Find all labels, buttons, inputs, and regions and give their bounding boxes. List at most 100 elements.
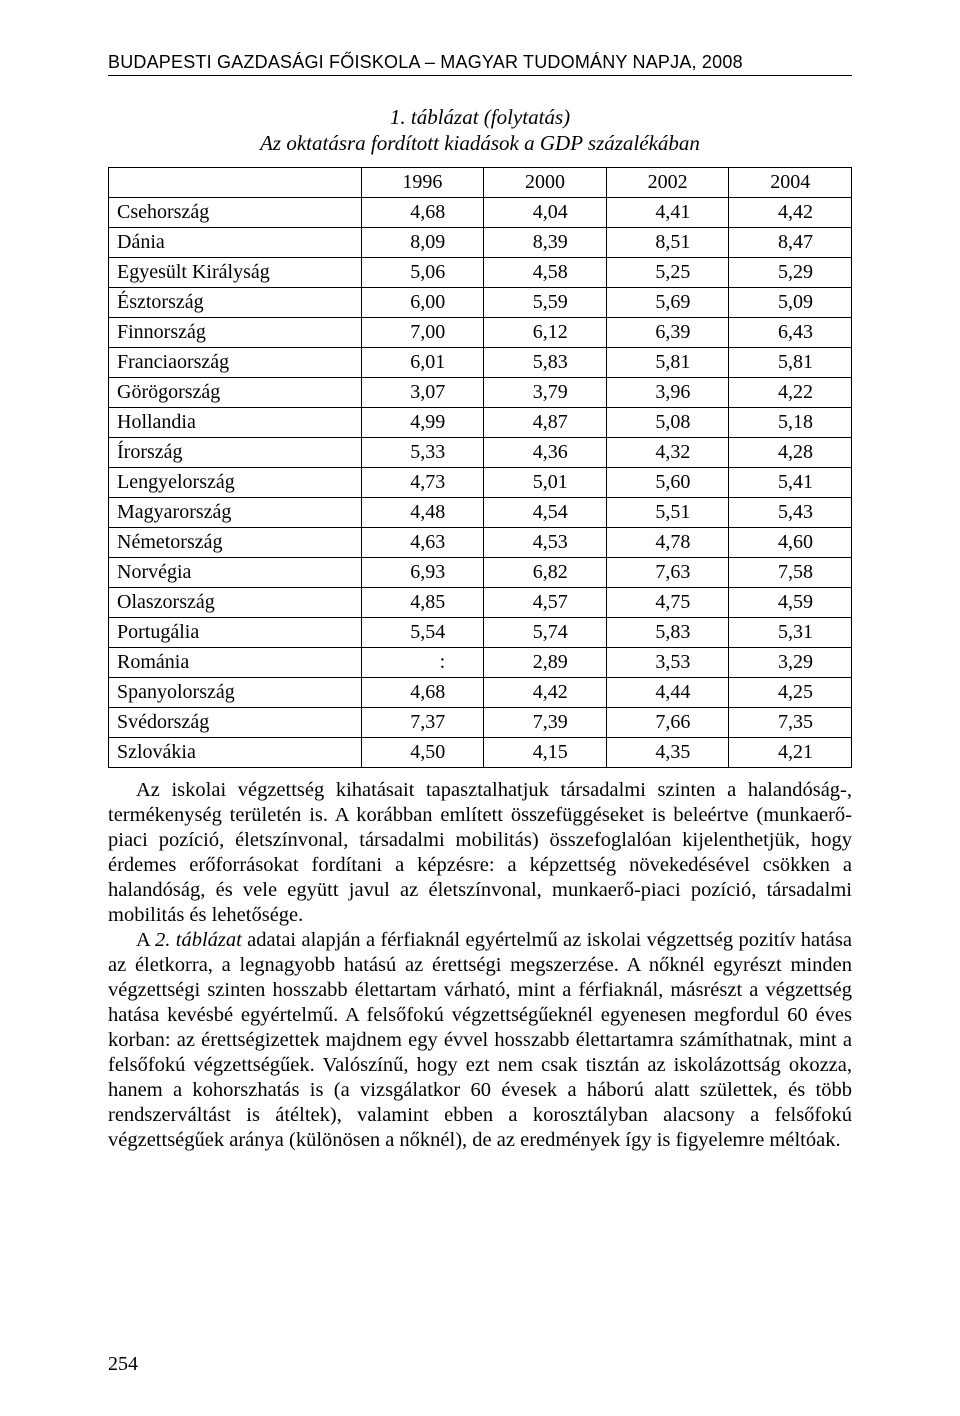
value-cell: 7,00 [361,317,484,347]
value-cell: 5,74 [484,617,607,647]
value-cell: 4,32 [606,437,729,467]
value-cell: 4,57 [484,587,607,617]
value-cell: 4,68 [361,197,484,227]
value-cell: 4,48 [361,497,484,527]
value-cell: 5,81 [606,347,729,377]
value-cell: 5,29 [729,257,852,287]
country-cell: Németország [109,527,362,557]
value-cell: 5,06 [361,257,484,287]
country-cell: Románia [109,647,362,677]
country-cell: Norvégia [109,557,362,587]
table-row: Olaszország4,854,574,754,59 [109,587,852,617]
country-cell: Észtország [109,287,362,317]
value-cell: 8,09 [361,227,484,257]
value-cell: 6,43 [729,317,852,347]
caption-line-2: Az oktatásra fordított kiadások a GDP sz… [260,131,700,155]
value-cell: 6,93 [361,557,484,587]
country-cell: Lengyelország [109,467,362,497]
value-cell: 5,25 [606,257,729,287]
paragraph: A 2. táblázat adatai alapján a férfiakná… [108,928,852,1153]
country-cell: Olaszország [109,587,362,617]
value-cell: 5,83 [484,347,607,377]
country-cell: Szlovákia [109,737,362,767]
country-cell: Portugália [109,617,362,647]
table-caption: 1. táblázat (folytatás) Az oktatásra for… [108,104,852,157]
value-cell: 4,99 [361,407,484,437]
value-cell: 3,07 [361,377,484,407]
value-cell: 6,01 [361,347,484,377]
value-cell: 6,00 [361,287,484,317]
value-cell: 5,54 [361,617,484,647]
value-cell: 4,50 [361,737,484,767]
table-body: Csehország4,684,044,414,42Dánia8,098,398… [109,197,852,767]
table-row: Románia:2,893,533,29 [109,647,852,677]
page-number: 254 [108,1353,138,1376]
table-row: Görögország3,073,793,964,22 [109,377,852,407]
table-row: Szlovákia4,504,154,354,21 [109,737,852,767]
value-cell: 4,73 [361,467,484,497]
col-header-year: 2000 [484,167,607,197]
value-cell: 5,31 [729,617,852,647]
table-row: Magyarország4,484,545,515,43 [109,497,852,527]
value-cell: 5,51 [606,497,729,527]
value-cell: 4,28 [729,437,852,467]
col-header-year: 1996 [361,167,484,197]
value-cell: 4,60 [729,527,852,557]
table-row: Svédország7,377,397,667,35 [109,707,852,737]
table-row: Portugália5,545,745,835,31 [109,617,852,647]
col-header-year: 2002 [606,167,729,197]
page: BUDAPESTI GAZDASÁGI FŐISKOLA – MAGYAR TU… [0,0,960,1416]
value-cell: 7,39 [484,707,607,737]
value-cell: 6,39 [606,317,729,347]
country-cell: Franciaország [109,347,362,377]
table-row: Írország5,334,364,324,28 [109,437,852,467]
gdp-education-table: 1996200020022004 Csehország4,684,044,414… [108,167,852,768]
value-cell: 7,35 [729,707,852,737]
value-cell: 7,37 [361,707,484,737]
caption-line-1: 1. táblázat (folytatás) [390,105,570,129]
value-cell: 4,58 [484,257,607,287]
value-cell: 4,04 [484,197,607,227]
running-head: BUDAPESTI GAZDASÁGI FŐISKOLA – MAGYAR TU… [108,52,852,76]
table-row: Norvégia6,936,827,637,58 [109,557,852,587]
table-row: Németország4,634,534,784,60 [109,527,852,557]
table-row: Dánia8,098,398,518,47 [109,227,852,257]
country-cell: Hollandia [109,407,362,437]
value-cell: 3,79 [484,377,607,407]
table-row: Egyesült Királyság5,064,585,255,29 [109,257,852,287]
table-row: Spanyolország4,684,424,444,25 [109,677,852,707]
value-cell: 8,47 [729,227,852,257]
country-cell: Svédország [109,707,362,737]
value-cell: 4,68 [361,677,484,707]
table-head: 1996200020022004 [109,167,852,197]
value-cell: : [361,647,484,677]
value-cell: 7,63 [606,557,729,587]
table-row: Hollandia4,994,875,085,18 [109,407,852,437]
country-cell: Görögország [109,377,362,407]
value-cell: 4,63 [361,527,484,557]
value-cell: 3,29 [729,647,852,677]
table-row: Észtország6,005,595,695,09 [109,287,852,317]
value-cell: 5,59 [484,287,607,317]
value-cell: 4,59 [729,587,852,617]
value-cell: 6,12 [484,317,607,347]
value-cell: 4,85 [361,587,484,617]
value-cell: 4,78 [606,527,729,557]
country-cell: Dánia [109,227,362,257]
value-cell: 2,89 [484,647,607,677]
value-cell: 4,75 [606,587,729,617]
value-cell: 5,43 [729,497,852,527]
value-cell: 5,83 [606,617,729,647]
value-cell: 4,87 [484,407,607,437]
value-cell: 5,69 [606,287,729,317]
value-cell: 4,41 [606,197,729,227]
value-cell: 4,35 [606,737,729,767]
country-cell: Finnország [109,317,362,347]
value-cell: 4,44 [606,677,729,707]
country-cell: Csehország [109,197,362,227]
body-text: Az iskolai végzettség kihatásait tapaszt… [108,778,852,1153]
value-cell: 3,53 [606,647,729,677]
value-cell: 5,09 [729,287,852,317]
col-header-year: 2004 [729,167,852,197]
value-cell: 6,82 [484,557,607,587]
